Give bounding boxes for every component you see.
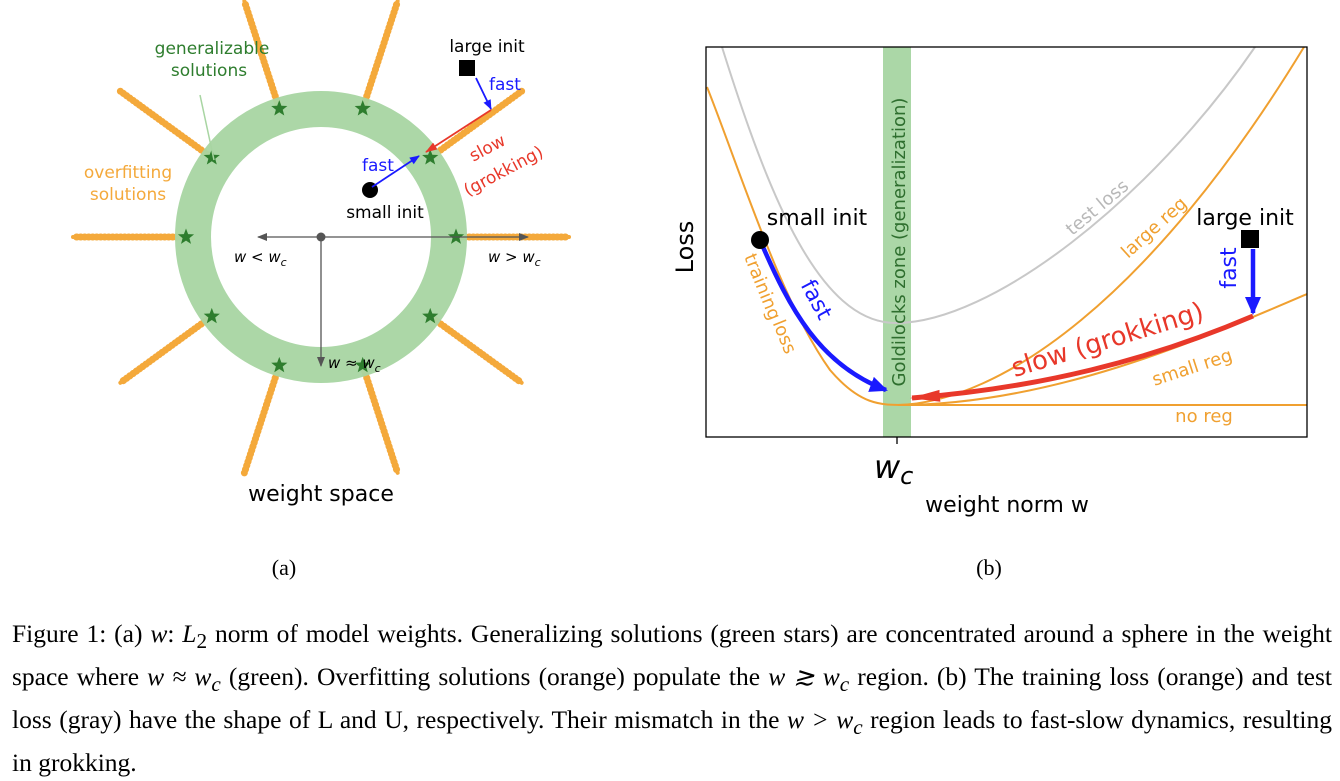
star-icon: [177, 228, 195, 244]
training-loss-label-2: loss: [768, 317, 801, 357]
generalizable-stars: [177, 100, 465, 373]
generalizable-label-1: generalizable: [155, 39, 270, 59]
goldilocks-zone: [883, 47, 911, 437]
large-init-point: [1241, 230, 1259, 248]
fast-arrow-top: [475, 77, 492, 110]
overfitting-spoke: [432, 317, 524, 385]
w-approx-label: w ≈ wc: [328, 354, 381, 375]
panel-a-sublabel: (a): [272, 555, 296, 580]
star-icon: [354, 356, 371, 373]
overfitting-label-1: overfitting: [84, 163, 172, 183]
overfitting-spoke: [362, 368, 400, 475]
panel-a: generalizable solutions overfitting solu…: [69, 0, 573, 580]
figure-caption: Figure 1: (a) w: L2 norm of model weight…: [12, 619, 1333, 778]
slow-arrow: [425, 109, 492, 153]
overfitting-spoke: [242, 0, 280, 106]
fast-arrow-left: [757, 239, 888, 393]
fast-arrow-mid: [371, 155, 420, 188]
training-loss-label-1: training: [739, 251, 785, 324]
overfitting-spoke: [242, 368, 280, 475]
fast-label-top: fast: [489, 75, 521, 95]
small-init-label-b: small init: [767, 206, 868, 231]
center-dot: [316, 232, 326, 242]
star-icon: [271, 356, 288, 373]
large-reg-label: large reg: [1117, 193, 1191, 263]
generalizable-pointer: [199, 94, 215, 161]
plot-frame: [705, 46, 1308, 438]
panel-b: Goldilocks zone (generalization) Loss wc…: [671, 46, 1308, 580]
overfitting-spoke: [362, 0, 400, 106]
overfitting-spoke: [118, 317, 210, 385]
weight-space-title: weight space: [248, 482, 394, 507]
small-init-point: [751, 231, 769, 249]
wc-label: wc: [874, 448, 913, 490]
goldilocks-label: Goldilocks zone (generalization): [889, 98, 910, 387]
star-icon: [447, 228, 465, 244]
w-greater-label: w > wc: [488, 248, 541, 269]
small-init-label: small init: [346, 203, 424, 223]
star-icon: [271, 100, 288, 116]
w-less-label: w < wc: [234, 248, 287, 269]
large-init-label: large init: [449, 37, 525, 57]
weight-norm-xlabel: weight norm w: [925, 493, 1089, 518]
overfitting-spoke: [432, 89, 524, 157]
overfitting-label-2: solutions: [90, 185, 166, 205]
figure: generalizable solutions overfitting solu…: [69, 0, 1308, 580]
test-loss-label: test loss: [1062, 176, 1133, 240]
generalizable-label-2: solutions: [171, 61, 247, 81]
fast-label-right: fast: [1217, 247, 1242, 289]
slow-arrow-grokking: [910, 313, 1254, 402]
small-reg-curve: [897, 293, 1308, 406]
large-init-marker: [459, 60, 475, 76]
star-icon: [203, 307, 220, 324]
star-icon: [203, 149, 220, 165]
star-icon: [422, 307, 439, 324]
test-loss-curve: [721, 46, 1256, 325]
panel-b-sublabel: (b): [976, 555, 1002, 580]
overfitting-spoke: [118, 89, 210, 157]
star-icon: [422, 149, 439, 165]
no-reg-label: no reg: [1175, 406, 1233, 427]
overfitting-spokes: [69, 0, 573, 477]
star-icon: [354, 100, 371, 116]
loss-ylabel: Loss: [671, 221, 699, 274]
fast-label-mid: fast: [362, 156, 394, 176]
large-reg-curve: [897, 46, 1305, 406]
training-loss-curve: [706, 86, 1307, 406]
large-init-label-b: large init: [1196, 206, 1294, 231]
